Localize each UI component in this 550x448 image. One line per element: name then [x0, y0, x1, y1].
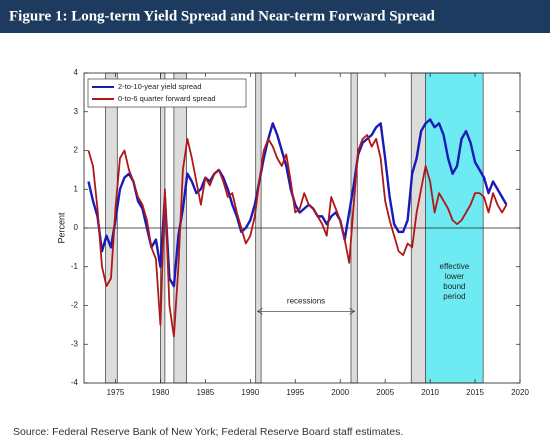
- x-tick-label: 2020: [511, 388, 529, 397]
- x-tick-label: 2010: [421, 388, 439, 397]
- legend-label: 0-to-6 quarter forward spread: [118, 94, 216, 103]
- series-line: [87, 118, 508, 288]
- legend-box: [87, 78, 247, 108]
- annotation-arrowhead: [349, 308, 356, 315]
- y-tick-label: 4: [74, 68, 79, 77]
- x-tick-label: 1975: [107, 388, 125, 397]
- chart-title: Figure 1: Long-term Yield Spread and Nea…: [9, 8, 435, 24]
- annotation: lower: [445, 272, 464, 281]
- legend-label: 2-to-10-year yield spread: [118, 82, 201, 91]
- plot-frame: [83, 72, 521, 384]
- x-tick-label: 2005: [376, 388, 394, 397]
- y-tick-label: -2: [71, 301, 79, 310]
- y-tick-label: -4: [71, 378, 79, 387]
- y-tick-label: 1: [74, 184, 79, 193]
- x-tick-label: 2015: [466, 388, 484, 397]
- y-tick-label: 0: [74, 223, 79, 232]
- y-tick-label: -3: [71, 339, 79, 348]
- y-axis-label: Percent: [56, 212, 66, 244]
- series-line: [87, 134, 508, 338]
- y-tick-label: -1: [71, 262, 79, 271]
- annotation: bound: [443, 282, 465, 291]
- annotation: recessions: [287, 296, 325, 305]
- annotation: period: [443, 292, 465, 301]
- y-tick-label: 2: [74, 146, 79, 155]
- y-tick-label: 3: [74, 107, 79, 116]
- x-tick-label: 1990: [241, 388, 259, 397]
- x-tick-label: 2000: [331, 388, 349, 397]
- annotation-arrowhead: [256, 308, 263, 315]
- x-tick-label: 1985: [196, 388, 214, 397]
- header-bar: [0, 0, 550, 33]
- annotation: effective: [440, 262, 470, 271]
- x-tick-label: 1995: [286, 388, 304, 397]
- x-tick-label: 1980: [152, 388, 170, 397]
- source-note: Source: Federal Reserve Bank of New York…: [13, 426, 403, 438]
